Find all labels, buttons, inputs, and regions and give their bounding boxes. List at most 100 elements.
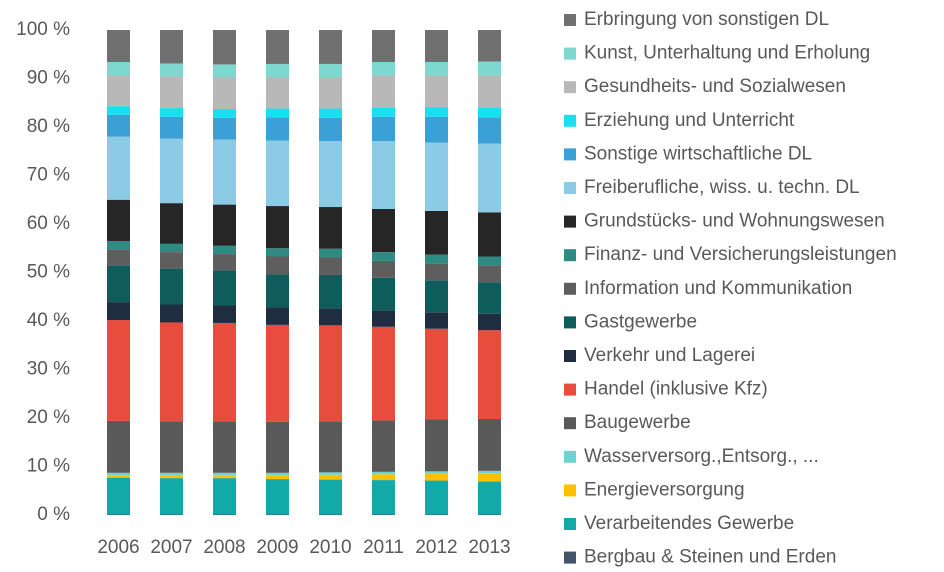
bar-segment bbox=[266, 63, 289, 78]
bar-segment bbox=[213, 478, 236, 515]
bar-segment bbox=[107, 320, 130, 421]
bar-segment bbox=[319, 30, 342, 64]
bar-segment bbox=[160, 475, 183, 479]
bar-segment bbox=[425, 62, 448, 76]
bar-segment bbox=[425, 473, 448, 481]
bar-segment bbox=[425, 210, 448, 255]
legend-swatch bbox=[564, 350, 576, 362]
legend-swatch bbox=[564, 182, 576, 194]
bar-segment bbox=[319, 63, 342, 78]
y-tick-label: 100 % bbox=[16, 19, 70, 40]
bar-segment bbox=[107, 265, 130, 303]
bar-segment bbox=[213, 421, 236, 473]
y-tick-label: 10 % bbox=[27, 456, 70, 477]
y-tick-label: 60 % bbox=[27, 213, 70, 234]
bar-segment bbox=[372, 471, 395, 475]
bar-segment bbox=[160, 108, 183, 117]
bar-segment bbox=[160, 478, 183, 515]
legend-label: Freiberufliche, wiss. u. techn. DL bbox=[584, 177, 860, 198]
bar-segment bbox=[319, 117, 342, 142]
bar-segment bbox=[213, 64, 236, 78]
legend-label: Gesundheits- und Sozialwesen bbox=[584, 76, 846, 97]
bar-segment bbox=[478, 313, 501, 331]
legend-label: Information und Kommunikation bbox=[584, 278, 852, 299]
bar-segment bbox=[266, 206, 289, 249]
bar-segment bbox=[478, 143, 501, 213]
bar-segment bbox=[372, 62, 395, 76]
bar-segment bbox=[319, 474, 342, 480]
bar-segment bbox=[160, 76, 183, 109]
bar-segment bbox=[425, 263, 448, 281]
bar-segment bbox=[319, 108, 342, 118]
bar-segment bbox=[319, 77, 342, 109]
bar-segment bbox=[372, 141, 395, 209]
bar-segment bbox=[107, 199, 130, 241]
bar-segment bbox=[425, 280, 448, 313]
bar-segment bbox=[372, 480, 395, 515]
legend-label: Baugewerbe bbox=[584, 412, 691, 433]
legend-swatch bbox=[564, 450, 576, 463]
bar-segment bbox=[372, 116, 395, 142]
bar-segment bbox=[372, 260, 395, 278]
bar-segment bbox=[425, 30, 448, 63]
bar-segment bbox=[213, 204, 236, 246]
bar-segment bbox=[319, 257, 342, 275]
bar-segment bbox=[107, 477, 130, 515]
bar-segment bbox=[107, 472, 130, 476]
y-tick-label: 90 % bbox=[27, 68, 70, 89]
bar-segment bbox=[107, 62, 130, 76]
bar-segment bbox=[266, 30, 289, 64]
bar-segment bbox=[478, 212, 501, 257]
legend-swatch bbox=[564, 316, 576, 329]
y-tick-label: 70 % bbox=[27, 165, 70, 186]
bar-segment bbox=[319, 308, 342, 326]
bar-segment bbox=[266, 77, 289, 109]
x-tick-label: 2008 bbox=[203, 537, 245, 558]
bar-segment bbox=[213, 254, 236, 271]
bar-segment bbox=[319, 274, 342, 309]
bar-segment bbox=[107, 106, 130, 115]
bar-segment bbox=[425, 107, 448, 117]
bar-segment bbox=[478, 265, 501, 283]
legend-label: Energieversorgung bbox=[584, 479, 745, 500]
legend-swatch bbox=[564, 518, 576, 530]
bar-segment bbox=[478, 117, 501, 144]
bar-segment bbox=[266, 324, 289, 422]
legend-label: Handel (inklusive Kfz) bbox=[584, 379, 768, 400]
y-tick-label: 30 % bbox=[27, 359, 70, 380]
bar-segment bbox=[160, 322, 183, 422]
bar-segment bbox=[478, 418, 501, 471]
bar-segment bbox=[319, 421, 342, 473]
legend-swatch bbox=[564, 81, 576, 94]
bar-segment bbox=[319, 325, 342, 422]
bar-segment bbox=[160, 268, 183, 305]
x-tick-label: 2013 bbox=[468, 537, 510, 558]
legend-swatch bbox=[564, 484, 576, 497]
x-tick-label: 2012 bbox=[415, 537, 457, 558]
bar-segment bbox=[425, 254, 448, 264]
bar-segment bbox=[107, 420, 130, 473]
bar-segment bbox=[478, 330, 501, 419]
legend-swatch bbox=[564, 47, 576, 60]
bar-segment bbox=[160, 472, 183, 476]
legend-swatch bbox=[564, 282, 576, 295]
bar-segment bbox=[266, 472, 289, 476]
legend-label: Erbringung von sonstigen DL bbox=[584, 9, 829, 30]
bar-segment bbox=[478, 61, 501, 76]
bar-segment bbox=[372, 252, 395, 261]
bar-segment bbox=[478, 107, 501, 118]
bar-segment bbox=[213, 139, 236, 205]
bar-segment bbox=[425, 480, 448, 515]
bar-segment bbox=[213, 30, 236, 65]
y-tick-label: 50 % bbox=[27, 262, 70, 283]
bar-segment bbox=[372, 326, 395, 421]
bar-segment bbox=[107, 75, 130, 107]
bar-segment bbox=[372, 75, 395, 108]
bar-segment bbox=[372, 107, 395, 117]
x-tick-label: 2006 bbox=[97, 537, 139, 558]
bar-segment bbox=[425, 116, 448, 143]
bar-segment bbox=[478, 256, 501, 266]
x-tick-label: 2011 bbox=[363, 537, 404, 558]
y-tick-label: 0 % bbox=[37, 504, 70, 525]
legend-label: Gastgewerbe bbox=[584, 311, 697, 332]
